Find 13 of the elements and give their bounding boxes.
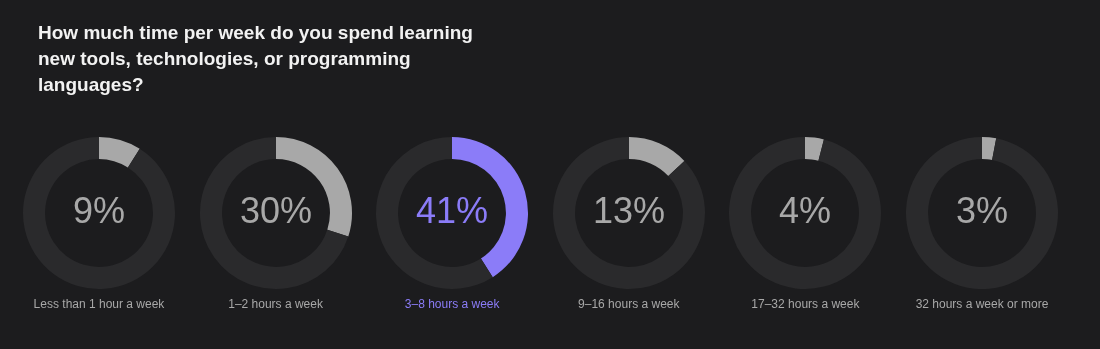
text: 9–16 hours a week xyxy=(577,297,681,311)
text: 1–2 hours a week xyxy=(227,297,324,311)
text: 3–8 hours a week xyxy=(403,297,501,311)
data-label: 30% xyxy=(239,189,312,231)
text: How much time per week do you spend learning new tools, technologies, or programming languages? xyxy=(38,21,474,97)
data-label: 13% xyxy=(592,189,665,231)
text: 17–32 hours a week xyxy=(750,297,861,311)
data-label: 41% xyxy=(416,189,489,231)
text: 32 hours a week or more xyxy=(914,297,1050,311)
data-label: 9% xyxy=(72,189,126,231)
text: Less than 1 hour a week xyxy=(32,297,166,311)
data-label: 4% xyxy=(779,189,832,231)
data-label: 3% xyxy=(955,189,1009,231)
